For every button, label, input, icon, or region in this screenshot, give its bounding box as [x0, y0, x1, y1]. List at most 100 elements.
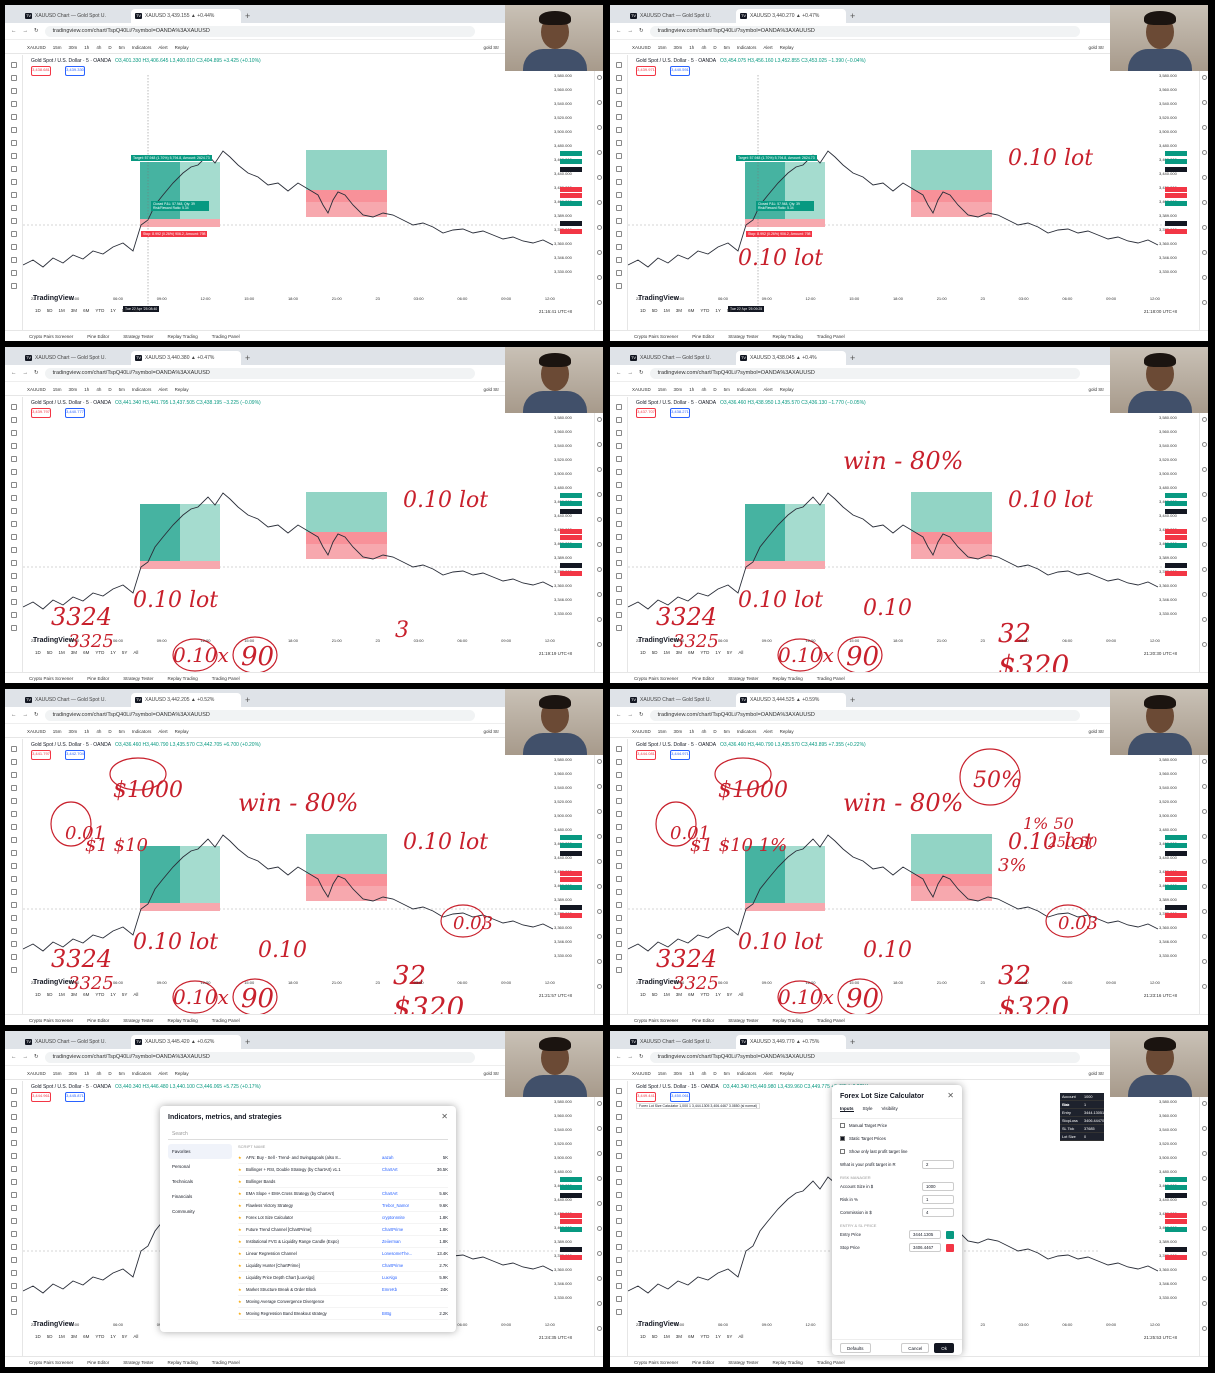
drawing-tool-icon[interactable]	[10, 889, 17, 895]
drawing-tool-icon[interactable]	[615, 1088, 622, 1094]
price-axis[interactable]: 3,580.000 3,560.000 3,540.000 3,520.000 3,50…	[1159, 1099, 1187, 1309]
script-author[interactable]: LuxAlgo	[382, 1275, 398, 1280]
range-button[interactable]: 3M	[70, 1334, 78, 1339]
bottom-tab[interactable]: Pine Editor	[692, 675, 715, 681]
search-hint[interactable]: gold Str	[483, 44, 499, 50]
drawing-tool-icon[interactable]	[10, 153, 17, 159]
bottom-tab[interactable]: Pine Editor	[87, 1017, 110, 1023]
short-position-target-zone[interactable]	[306, 492, 387, 532]
drawing-tool-icon[interactable]	[10, 404, 17, 410]
drawing-tool-icon[interactable]	[10, 599, 17, 605]
star-icon[interactable]: ★	[238, 1275, 242, 1280]
bottom-tab[interactable]: Crypto Pairs Screener	[29, 675, 74, 681]
drawing-tool-icon[interactable]	[615, 430, 622, 436]
drawing-tool-icon[interactable]	[615, 1218, 622, 1224]
search-hint[interactable]: gold Str	[483, 386, 499, 392]
drawing-tool-icon[interactable]	[615, 114, 622, 120]
drawing-tool-icon[interactable]	[615, 967, 622, 973]
indicators-button[interactable]: Indicators	[131, 44, 152, 50]
drawing-tool-icon[interactable]	[615, 902, 622, 908]
price-axis[interactable]: 3,580.000 3,560.000 3,540.000 3,520.000 3,50…	[554, 415, 582, 625]
bottom-tab[interactable]: Trading Panel	[816, 675, 845, 681]
drawing-tool-icon[interactable]	[615, 101, 622, 107]
drawing-tool-icon[interactable]	[615, 1153, 622, 1159]
drawing-tool-icon[interactable]	[10, 837, 17, 843]
close-icon[interactable]: ✕	[947, 1091, 954, 1100]
drawing-tool-icon[interactable]	[615, 1244, 622, 1250]
widget-icon[interactable]	[1201, 200, 1207, 205]
chart-pane[interactable]: 0.10 lot 0.10 lot Target: 57.948 (1.70%) 5…	[628, 55, 1199, 330]
buy-button[interactable]: 3,450.061	[670, 1092, 690, 1102]
forward-icon[interactable]: →	[627, 1054, 634, 1060]
widget-icon[interactable]	[596, 1201, 602, 1206]
sell-button[interactable]: 3,449.441	[636, 1092, 656, 1102]
interval-button[interactable]: 5m	[723, 44, 730, 50]
bottom-tab[interactable]: Crypto Pairs Screener	[634, 1359, 679, 1365]
browser-tab[interactable]: TV XAUUSD Chart — Gold Spot U.	[626, 693, 736, 707]
widget-icon[interactable]	[596, 934, 602, 939]
short-position-entry-zone[interactable]	[911, 874, 992, 886]
widget-icon[interactable]	[1201, 1151, 1207, 1156]
drawing-tool-icon[interactable]	[615, 283, 622, 289]
symbol-search-button[interactable]: XAUUSD	[27, 44, 46, 50]
range-button[interactable]: 5Y	[121, 1334, 128, 1339]
star-icon[interactable]: ★	[238, 1227, 242, 1232]
sell-button[interactable]: 3,439.797	[31, 408, 51, 418]
forward-icon[interactable]: →	[22, 712, 29, 718]
interval-button[interactable]: 15m	[52, 1070, 62, 1076]
range-button[interactable]: 1D	[35, 1334, 41, 1339]
checkbox[interactable]	[840, 1123, 845, 1128]
interval-button[interactable]: 1h	[84, 728, 90, 734]
range-button[interactable]: 3M	[70, 992, 78, 997]
drawing-tool-icon[interactable]	[10, 824, 17, 830]
bottom-tab[interactable]: Trading Panel	[816, 333, 845, 339]
category-item[interactable]: Personal	[172, 1164, 190, 1169]
time-axis[interactable]: 22 03:00 06:00 09:00 12:00 15:00 18:00 21:00 23 0…	[628, 638, 1168, 643]
widget-icon[interactable]	[596, 1251, 602, 1256]
widget-icon[interactable]	[1201, 784, 1207, 789]
bottom-tab[interactable]: Crypto Pairs Screener	[29, 333, 74, 339]
range-button[interactable]: 1Y	[715, 1334, 721, 1339]
widget-icon[interactable]	[596, 125, 602, 130]
drawing-tool-icon[interactable]	[10, 1153, 17, 1159]
drawing-tool-icon[interactable]	[10, 1127, 17, 1133]
widget-icon[interactable]	[596, 1151, 602, 1156]
drawing-tool-icon[interactable]	[615, 889, 622, 895]
widget-icon[interactable]	[596, 759, 602, 764]
widget-icon[interactable]	[596, 592, 602, 597]
replay-button[interactable]: Replay	[174, 728, 189, 734]
drawing-tool-icon[interactable]	[615, 746, 622, 752]
drawing-tool-icon[interactable]	[10, 586, 17, 592]
widget-icon[interactable]	[1201, 75, 1207, 80]
back-icon[interactable]: ←	[616, 1054, 622, 1060]
range-button[interactable]: 6M	[688, 1334, 695, 1339]
symbol-search-button[interactable]: XAUUSD	[632, 44, 651, 50]
drawing-tool-icon[interactable]	[10, 1088, 17, 1094]
widget-icon[interactable]	[596, 1226, 602, 1231]
long-position-profit-zone[interactable]	[745, 504, 785, 561]
drawing-tool-icon[interactable]	[615, 1101, 622, 1107]
reload-icon[interactable]: ↻	[34, 28, 39, 34]
alert-button[interactable]: Alert	[158, 44, 168, 50]
range-button[interactable]: All	[738, 1334, 744, 1339]
drawing-tool-icon[interactable]	[10, 283, 17, 289]
range-button[interactable]: 1D	[35, 650, 41, 655]
widget-icon[interactable]	[596, 467, 602, 472]
interval-button[interactable]: 1h	[689, 728, 695, 734]
star-icon[interactable]: ★	[238, 1215, 242, 1220]
checkbox-row[interactable]: Manual Target Price	[832, 1119, 962, 1132]
browser-tab-active[interactable]: TV XAUUSD 3,439.155 ▲ +0.44%	[131, 9, 241, 23]
bottom-tab[interactable]: Trading Panel	[816, 1359, 845, 1365]
bottom-tab[interactable]: Strategy Tester	[123, 675, 154, 681]
drawing-tool-icon[interactable]	[615, 404, 622, 410]
drawing-tool-icon[interactable]	[10, 430, 17, 436]
drawing-tool-icon[interactable]	[615, 192, 622, 198]
buy-button[interactable]: 3,438.271	[670, 408, 690, 418]
range-button[interactable]: 1Y	[110, 1334, 116, 1339]
drawing-tool-icon[interactable]	[615, 573, 622, 579]
drawing-tool-icon[interactable]	[10, 114, 17, 120]
widget-icon[interactable]	[596, 225, 602, 230]
interval-button[interactable]: D	[108, 386, 112, 392]
drawing-tool-icon[interactable]	[615, 257, 622, 263]
list-item[interactable]: ★ Future Trend Channel [ChartPrime] ChartP…	[238, 1224, 448, 1236]
